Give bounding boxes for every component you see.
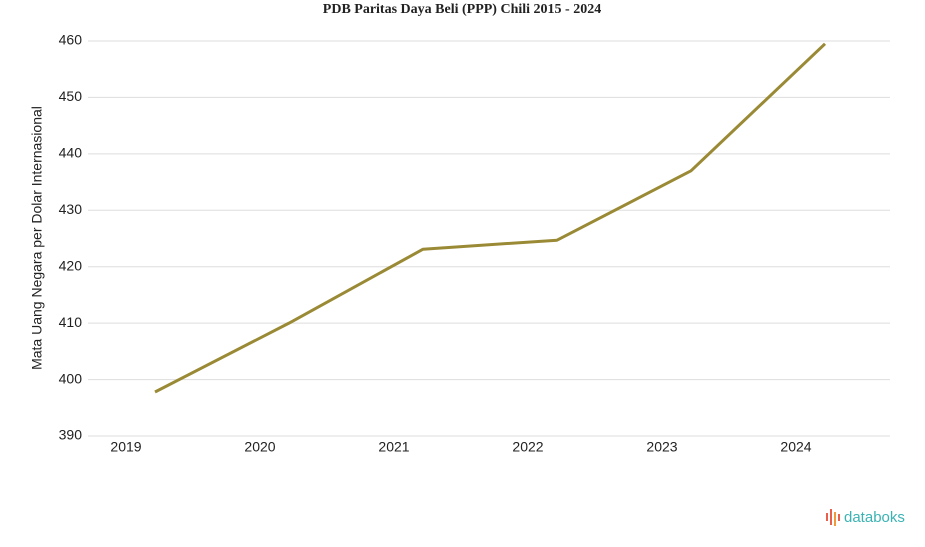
y-tick-label: 410: [59, 314, 83, 330]
x-tick-label: 2021: [378, 439, 409, 455]
chart-title: PDB Paritas Daya Beli (PPP) Chili 2015 -…: [323, 2, 601, 17]
y-tick-label: 400: [59, 370, 83, 386]
x-tick-label: 2023: [646, 439, 677, 455]
logo-text: databoks: [844, 509, 905, 526]
logo-icon: [826, 509, 840, 526]
y-tick-label: 460: [59, 32, 83, 48]
y-axis-label: Mata Uang Negara per Dolar Internasional: [29, 106, 45, 370]
x-tick-label: 2022: [512, 439, 543, 455]
y-tick-label: 430: [59, 201, 83, 217]
data-line: [154, 42, 827, 394]
x-tick-label: 2020: [244, 439, 275, 455]
y-tick-label: 420: [59, 257, 83, 273]
x-tick-label: 2024: [780, 439, 811, 455]
x-tick-label: 2019: [110, 439, 141, 455]
y-tick-label: 450: [59, 88, 83, 104]
y-tick-label: 440: [59, 145, 83, 161]
y-tick-label: 390: [59, 427, 83, 443]
